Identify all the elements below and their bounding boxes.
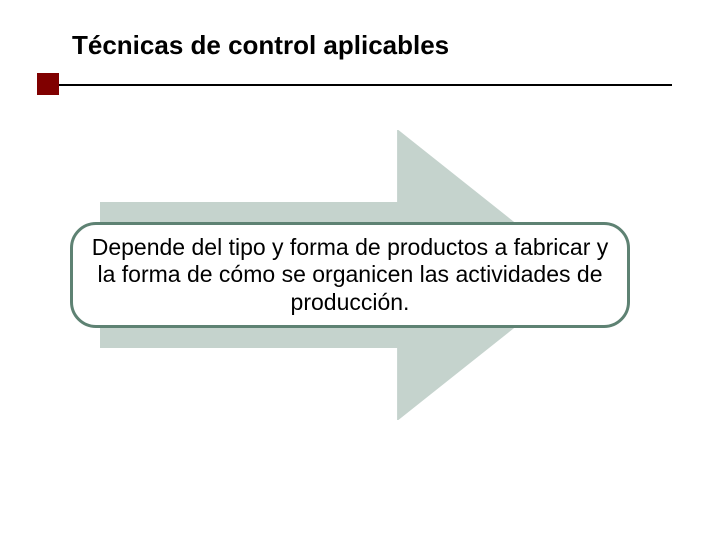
content-pill-text: Depende del tipo y forma de productos a … bbox=[89, 234, 611, 317]
content-pill: Depende del tipo y forma de productos a … bbox=[70, 222, 630, 328]
slide-title: Técnicas de control aplicables bbox=[72, 30, 449, 61]
slide: Técnicas de control aplicables Depende d… bbox=[0, 0, 720, 540]
title-accent-bar bbox=[37, 73, 59, 95]
title-underline bbox=[48, 84, 672, 86]
